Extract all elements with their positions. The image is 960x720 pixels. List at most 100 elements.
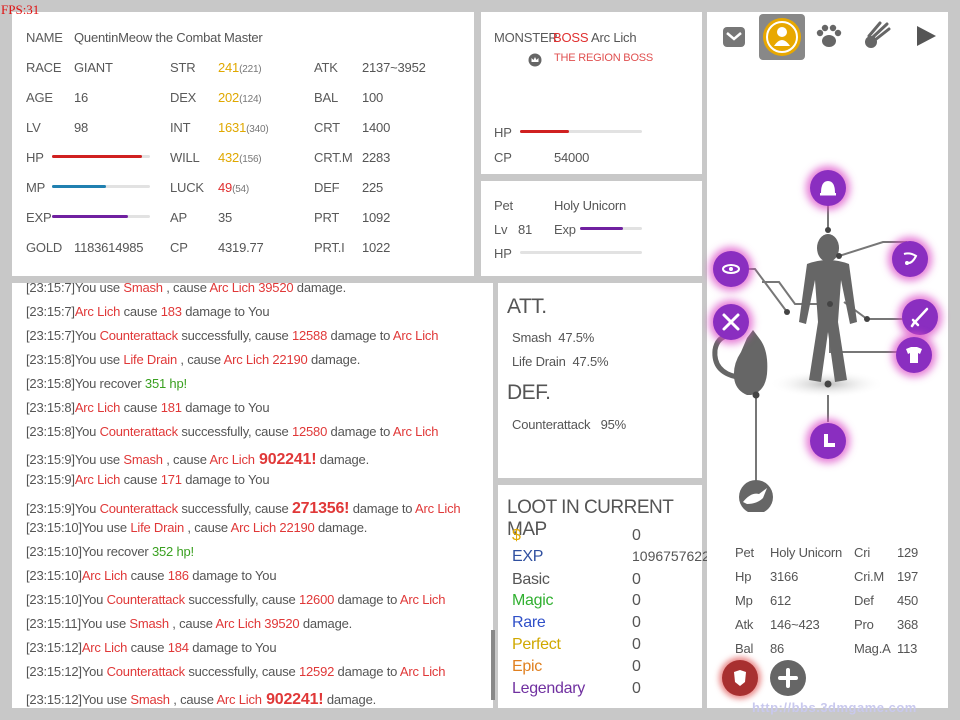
mp-bar (52, 185, 150, 188)
loot-label: Perfect (512, 636, 561, 653)
helmet-icon (820, 181, 836, 196)
crt-label: CRT (314, 120, 340, 135)
str-value: 241(221) (218, 60, 262, 75)
character-stats-panel: NAME QuentinMeow the Combat Master RACE … (12, 12, 474, 276)
crown-icon (528, 53, 542, 67)
loot-label: Magic (512, 592, 554, 609)
gold-value: 1183614985 (74, 240, 144, 255)
boots-icon (824, 434, 835, 447)
pet-armor-slot[interactable] (722, 660, 758, 696)
def-heading: DEF. (507, 381, 551, 404)
crt-value: 1400 (362, 120, 391, 135)
equip-pro-value: 368 (897, 617, 919, 632)
ap-label: AP (170, 210, 187, 225)
crtm-value: 2283 (362, 150, 391, 165)
att-skill-1: Smash 47.5% (512, 330, 595, 345)
equip-mp-value: 612 (770, 593, 792, 608)
ap-value: 35 (218, 210, 233, 225)
equip-pro-label: Pro (854, 617, 874, 632)
bal-label: BAL (314, 90, 338, 105)
skills-panel: ATT. Smash 47.5% Life Drain 47.5% DEF. C… (498, 283, 702, 478)
loot-panel: LOOT IN CURRENT MAP $0 EXP 1096757622 Basic… (498, 485, 710, 708)
int-value: 1631(340) (218, 120, 269, 135)
equip-pet-label: Pet (735, 545, 754, 560)
monster-hp-label: HP (494, 125, 512, 140)
loot-value: 0 (632, 658, 641, 675)
pet-lv-value: 81 (518, 222, 533, 237)
plus-icon (778, 668, 798, 688)
exp-bar (52, 215, 150, 218)
log-line: [23:15:10]You recover 352 hp! (26, 544, 194, 559)
loot-value: 0 (632, 592, 641, 609)
equip-def-value: 450 (897, 593, 919, 608)
gold-label: GOLD (26, 240, 63, 255)
log-line: [23:15:8]Arc Lich cause 181 damage to Yo… (26, 400, 270, 415)
log-line: [23:15:12]You Counterattack successfully… (26, 664, 446, 679)
log-line: [23:15:7]You use Smash , cause Arc Lich … (26, 283, 346, 295)
equip-bal-label: Bal (735, 641, 754, 656)
age-value: 16 (74, 90, 89, 105)
pet-armor-icon (734, 670, 746, 686)
pet-hp-bar (520, 251, 642, 254)
log-line: [23:15:7]Arc Lich cause 183 damage to Yo… (26, 304, 270, 319)
weapon-slot[interactable] (902, 299, 938, 335)
pet-icon[interactable] (810, 17, 848, 55)
race-value: GIANT (74, 60, 113, 75)
monster-subtitle: THE REGION BOSS (554, 52, 654, 64)
log-scrollbar[interactable] (491, 630, 495, 700)
pet-lv-label: Lv (494, 222, 508, 237)
att-heading: ATT. (507, 295, 547, 318)
log-line: [23:15:9]You Counterattack successfully,… (26, 500, 461, 517)
inventory-icon[interactable] (715, 17, 753, 55)
pet-name: Holy Unicorn (554, 198, 627, 213)
boots-slot[interactable] (810, 423, 846, 459)
lv-value: 98 (74, 120, 89, 135)
character-tab[interactable] (759, 14, 805, 60)
loot-title: LOOT IN CURRENT MAP (507, 497, 674, 540)
combat-log[interactable]: [23:15:7]You use Smash , cause Arc Lich … (12, 283, 493, 708)
equip-crim-value: 197 (897, 569, 919, 584)
monster-hp-bar (520, 130, 642, 133)
log-line: [23:15:11]You use Smash , cause Arc Lich… (26, 616, 353, 631)
skill-icon[interactable] (857, 17, 895, 55)
equip-cri-label: Cri (854, 545, 871, 560)
cp-value: 4319.77 (218, 240, 264, 255)
equip-maga-label: Mag.A (854, 641, 891, 656)
cp-label: CP (170, 240, 188, 255)
loot-label: $ (512, 527, 521, 544)
helmet-slot[interactable] (810, 170, 846, 206)
monster-label: MONSTER (494, 30, 558, 45)
equip-mp-label: Mp (735, 593, 753, 608)
offhand-slot[interactable] (713, 304, 749, 340)
loot-label: Basic (512, 571, 550, 588)
log-line: [23:15:8]You Counterattack successfully,… (26, 424, 439, 439)
log-line: [23:15:9]Arc Lich cause 171 damage to Yo… (26, 472, 270, 487)
pet-exp-label: Exp (554, 222, 576, 237)
loot-label: Legendary (512, 680, 585, 697)
play-icon[interactable] (907, 17, 945, 55)
character-name: QuentinMeow the Combat Master (74, 30, 263, 45)
log-line: [23:15:8]You recover 351 hp! (26, 376, 187, 391)
equipment-panel: Pet Holy Unicorn Hp 3166 Mp 612 Atk 146~… (707, 12, 948, 708)
prti-label: PRT.I (314, 240, 345, 255)
monster-cp-label: CP (494, 150, 512, 165)
equipment-figure (712, 188, 914, 512)
mp-label: MP (26, 180, 46, 195)
def-label: DEF (314, 180, 340, 195)
atk-value: 2137~3952 (362, 60, 426, 75)
loot-value: 0 (632, 527, 641, 544)
accessory-slot[interactable] (713, 251, 749, 287)
loot-label: EXP (512, 548, 544, 565)
loot-label: Rare (512, 614, 546, 631)
prti-value: 1022 (362, 240, 391, 255)
log-line: [23:15:12]You use Smash , cause Arc Lich… (26, 691, 377, 708)
equip-maga-value: 113 (897, 641, 918, 656)
pet-exp-bar (580, 227, 642, 230)
hp-label: HP (26, 150, 44, 165)
log-line: [23:15:12]Arc Lich cause 184 damage to Y… (26, 640, 277, 655)
add-pet-button[interactable] (770, 660, 806, 696)
will-value: 432(156) (218, 150, 262, 165)
necklace-slot[interactable] (892, 241, 928, 277)
armor-slot[interactable] (896, 337, 932, 373)
equip-pet-name: Holy Unicorn (770, 545, 843, 560)
